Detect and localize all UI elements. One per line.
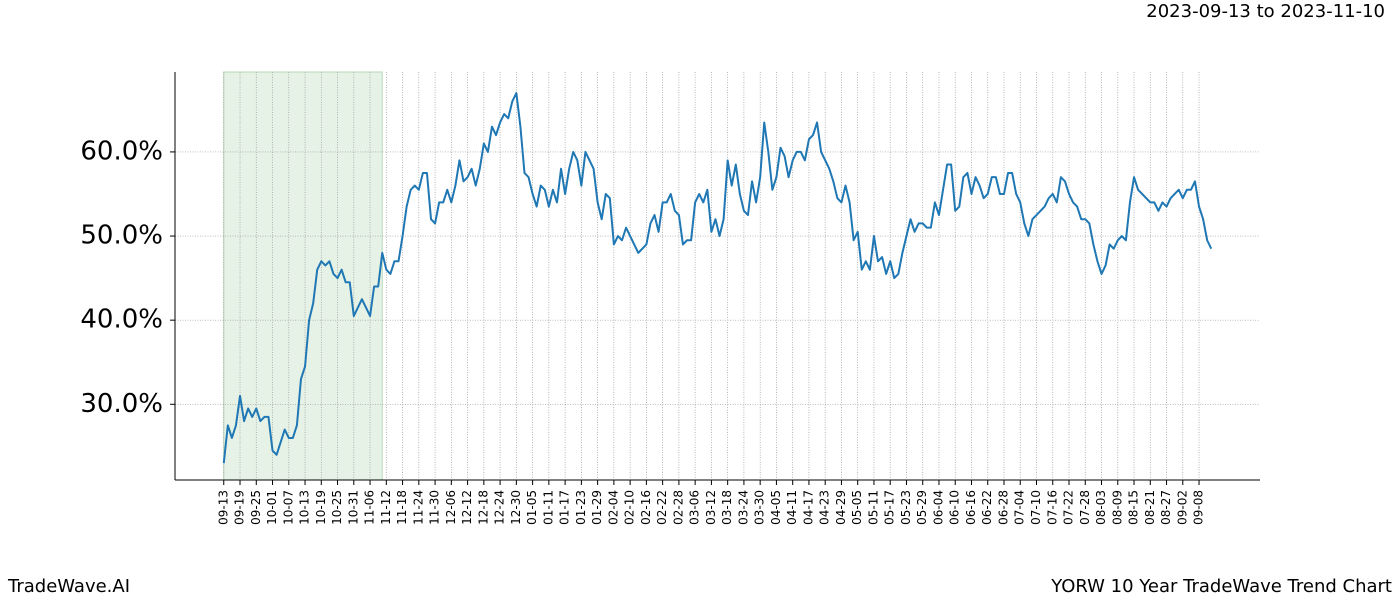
x-tick-label: 07-28	[1078, 490, 1092, 525]
x-tick-label: 02-28	[671, 490, 685, 525]
x-tick-label: 03-12	[704, 490, 718, 525]
trend-line	[222, 92, 1213, 464]
x-tick-label: 04-23	[818, 490, 832, 525]
chart-footer: YORW 10 Year TradeWave Trend Chart	[1050, 576, 1392, 597]
x-tick-label: 03-24	[736, 490, 750, 525]
x-tick-label: 11-06	[363, 490, 377, 525]
x-tick-label: 12-06	[444, 490, 458, 525]
x-tick-label: 11-30	[428, 490, 442, 525]
x-tick-label: 06-10	[948, 490, 962, 525]
y-tick-label: 60.0%	[80, 136, 163, 166]
x-tick-label: 05-17	[883, 490, 897, 525]
x-tick-label: 09-08	[1192, 490, 1206, 525]
x-tick-label: 01-17	[558, 490, 572, 525]
x-tick-label: 04-05	[769, 490, 783, 525]
x-tick-label: 10-19	[314, 490, 328, 525]
x-tick-label: 07-04	[1013, 490, 1027, 525]
x-tick-label: 10-01	[265, 490, 279, 525]
x-tick-label: 12-24	[493, 490, 507, 525]
x-tick-label: 06-04	[931, 490, 945, 525]
x-tick-label: 10-25	[330, 490, 344, 525]
x-tick-label: 08-09	[1110, 490, 1124, 525]
x-tick-label: 04-17	[801, 490, 815, 525]
x-tick-label: 08-15	[1127, 490, 1141, 525]
highlight-span	[223, 71, 383, 481]
x-tick-label: 07-10	[1029, 490, 1043, 525]
x-tick-label: 05-23	[899, 490, 913, 525]
y-tick-label: 30.0%	[80, 389, 163, 419]
x-tick-label: 10-13	[298, 490, 312, 525]
x-tick-label: 04-11	[785, 490, 799, 525]
y-tick-label: 40.0%	[80, 305, 163, 335]
x-tick-label: 08-27	[1159, 490, 1173, 525]
x-tick-label: 06-22	[980, 490, 994, 525]
x-tick-label: 01-11	[541, 490, 555, 525]
x-tick-label: 07-22	[1062, 490, 1076, 525]
x-tick-label: 12-30	[509, 490, 523, 525]
x-tick-label: 05-11	[866, 490, 880, 525]
x-tick-label: 09-02	[1175, 490, 1189, 525]
x-tick-label: 06-28	[996, 490, 1010, 525]
x-tick-label: 01-23	[574, 490, 588, 525]
x-tick-label: 02-22	[655, 490, 669, 525]
x-tick-label: 10-07	[281, 490, 295, 525]
x-tick-label: 12-18	[476, 490, 490, 525]
x-tick-label: 08-21	[1143, 490, 1157, 525]
date-range: 2023-09-13 to 2023-11-10	[1146, 1, 1385, 22]
x-tick-label: 11-12	[379, 490, 393, 525]
y-tick-label: 50.0%	[80, 221, 163, 251]
x-tick-label: 03-30	[753, 490, 767, 525]
x-tick-label: 06-16	[964, 490, 978, 525]
x-tick-label: 03-18	[720, 490, 734, 525]
x-tick-label: 11-24	[411, 490, 425, 525]
x-tick-label: 02-10	[623, 490, 637, 525]
x-tick-label: 05-29	[915, 490, 929, 525]
x-tick-label: 01-29	[590, 490, 604, 525]
x-tick-label: 09-13	[216, 490, 230, 525]
x-tick-label: 11-18	[395, 490, 409, 525]
x-tick-label: 09-19	[233, 490, 247, 525]
x-tick-label: 07-16	[1045, 490, 1059, 525]
x-tick-label: 05-05	[850, 490, 864, 525]
x-tick-label: 01-05	[525, 490, 539, 525]
x-tick-label: 08-03	[1094, 490, 1108, 525]
brand: TradeWave.AI	[7, 576, 130, 597]
x-tick-label: 03-06	[688, 490, 702, 525]
x-tick-label: 12-12	[460, 490, 474, 525]
x-tick-label: 10-31	[346, 490, 360, 525]
x-tick-label: 04-29	[834, 490, 848, 525]
x-tick-label: 02-04	[606, 490, 620, 525]
x-tick-label: 02-16	[639, 490, 653, 525]
x-tick-label: 09-25	[249, 490, 263, 525]
